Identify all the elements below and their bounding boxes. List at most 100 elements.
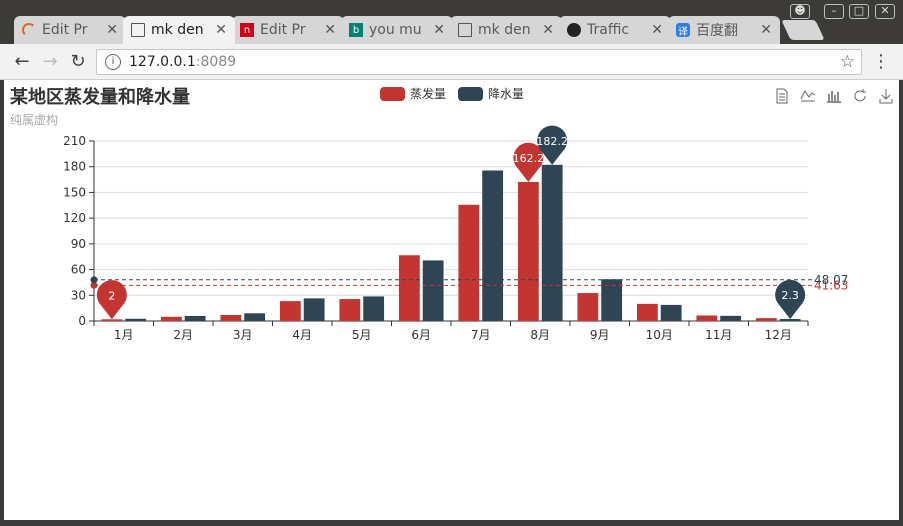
browser-tab[interactable]: mk den ✕ — [123, 16, 235, 44]
bar-series-1 — [279, 301, 301, 321]
bar-series-1 — [577, 293, 599, 321]
reload-button[interactable]: ↻ — [70, 51, 86, 72]
bar-chart-icon[interactable] — [826, 87, 842, 105]
data-view-icon[interactable] — [774, 87, 790, 105]
tab-close-icon[interactable]: ✕ — [106, 22, 118, 38]
x-tick-label: 12月 — [765, 328, 792, 342]
bar-series-2 — [303, 298, 325, 321]
bar-series-1 — [101, 319, 123, 321]
tab-close-icon[interactable]: ✕ — [433, 22, 445, 38]
document-icon — [131, 23, 145, 37]
tab-title: 百度翻 — [696, 23, 738, 39]
y-tick-label: 60 — [71, 263, 86, 277]
average-line-start — [90, 281, 98, 289]
new-tab-button[interactable] — [781, 20, 825, 40]
browser-tab[interactable]: 译百度翻 ✕ — [668, 16, 780, 44]
tab-close-icon[interactable]: ✕ — [215, 22, 227, 38]
average-line-label: 41.63 — [814, 278, 848, 292]
mark-point-pin — [96, 280, 127, 320]
mark-point-label: 162.2 — [513, 152, 545, 165]
browser-tab[interactable]: Traffic ✕ — [559, 16, 671, 44]
average-line-start — [90, 276, 98, 284]
chart-title: 某地区蒸发量和降水量 — [10, 87, 190, 108]
browser-tab[interactable]: b you mu ✕ — [341, 16, 453, 44]
legend-swatch-evaporation — [380, 86, 405, 101]
close-window-button[interactable]: ✕ — [875, 4, 895, 19]
address-bar[interactable]: i 127.0.0.1:8089 ☆ — [96, 49, 862, 75]
baidu-translate-icon: 译 — [676, 23, 690, 38]
x-tick-label: 3月 — [233, 328, 253, 342]
mark-point-pin — [513, 142, 544, 182]
minimize-button[interactable]: – — [824, 4, 844, 19]
bing-icon: b — [349, 23, 363, 37]
browser-tab[interactable]: mk den ✕ — [450, 16, 562, 44]
x-tick-label: 10月 — [646, 328, 673, 342]
chart-legend: 蒸发量 降水量 — [380, 85, 536, 102]
y-tick-label: 120 — [63, 211, 86, 225]
legend-label-evaporation: 蒸发量 — [410, 87, 447, 101]
save-image-icon[interactable] — [878, 87, 894, 105]
account-icon[interactable]: ☻ — [790, 4, 810, 19]
y-tick-label: 90 — [71, 237, 86, 251]
x-tick-label: 8月 — [530, 328, 550, 342]
x-tick-label: 4月 — [292, 328, 312, 342]
mark-point-label: 182.2 — [536, 135, 568, 148]
average-line-label: 48.07 — [814, 273, 848, 287]
document-icon — [458, 23, 472, 37]
browser-menu-icon[interactable]: ⋮ — [872, 51, 890, 72]
tab-close-icon[interactable]: ✕ — [324, 22, 336, 38]
maximize-button[interactable]: □ — [849, 4, 869, 19]
x-tick-label: 9月 — [590, 328, 610, 342]
bar-series-2 — [779, 319, 801, 321]
bar-series-2 — [422, 260, 444, 321]
legend-item-evaporation[interactable]: 蒸发量 — [380, 85, 446, 102]
mark-point-pin — [775, 279, 806, 320]
tab-title: Traffic — [587, 22, 630, 38]
y-tick-label: 0 — [78, 314, 86, 328]
site-info-icon[interactable]: i — [105, 54, 121, 70]
y-tick-label: 30 — [71, 288, 86, 302]
bar-series-1 — [458, 204, 480, 321]
tab-close-icon[interactable]: ✕ — [651, 22, 663, 38]
x-tick-label: 2月 — [173, 328, 193, 342]
bar-series-1 — [339, 299, 361, 321]
tab-title: mk den — [478, 22, 531, 38]
loading-icon — [22, 23, 36, 37]
bookmark-star-icon[interactable]: ☆ — [839, 52, 855, 72]
tab-title: mk den — [151, 22, 204, 38]
x-tick-label: 5月 — [352, 328, 372, 342]
bar-series-2 — [541, 164, 563, 321]
legend-item-precipitation[interactable]: 降水量 — [458, 85, 524, 102]
github-icon — [567, 23, 581, 37]
legend-label-precipitation: 降水量 — [488, 87, 525, 101]
bar-series-1 — [517, 181, 539, 321]
bar-series-1 — [636, 303, 658, 321]
bar-series-1 — [696, 315, 718, 321]
mark-point-label: 2 — [108, 289, 115, 302]
bar-series-1 — [398, 255, 420, 321]
bar-series-1 — [160, 316, 182, 321]
browser-tab[interactable]: Edit Pr ✕ — [14, 16, 126, 44]
tab-strip: Edit Pr ✕ mk den ✕ n Edit Pr ✕ b you mu ✕ mk den ✕ T… — [0, 0, 903, 44]
netease-icon: n — [240, 23, 254, 37]
browser-toolbar: ← → ↻ i 127.0.0.1:8089 ☆ ⋮ — [0, 44, 903, 80]
bar-series-2 — [720, 315, 742, 321]
bar-series-2 — [660, 304, 682, 321]
tab-close-icon[interactable]: ✕ — [760, 22, 772, 38]
forward-button[interactable]: → — [42, 51, 58, 72]
restore-icon[interactable] — [852, 87, 868, 105]
mark-point-pin — [537, 125, 568, 165]
bar-series-2 — [482, 170, 504, 321]
back-button[interactable]: ← — [14, 51, 30, 72]
bar-chart: 0 30 60 90 120 150 180 210 1月 2月 3月 4月 5月 6月 7月 8月 9月 10月… — [63, 125, 848, 342]
url-host: 127.0.0.1 — [129, 54, 196, 70]
url-port: :8089 — [195, 54, 237, 70]
y-tick-label: 210 — [63, 134, 86, 148]
bar-series-1 — [755, 318, 777, 321]
y-tick-label: 150 — [63, 185, 86, 199]
tab-close-icon[interactable]: ✕ — [542, 22, 554, 38]
line-chart-icon[interactable] — [800, 87, 816, 105]
legend-swatch-precipitation — [458, 86, 484, 101]
browser-tab[interactable]: n Edit Pr ✕ — [232, 16, 344, 44]
mark-point-label: 2.3 — [781, 289, 799, 302]
